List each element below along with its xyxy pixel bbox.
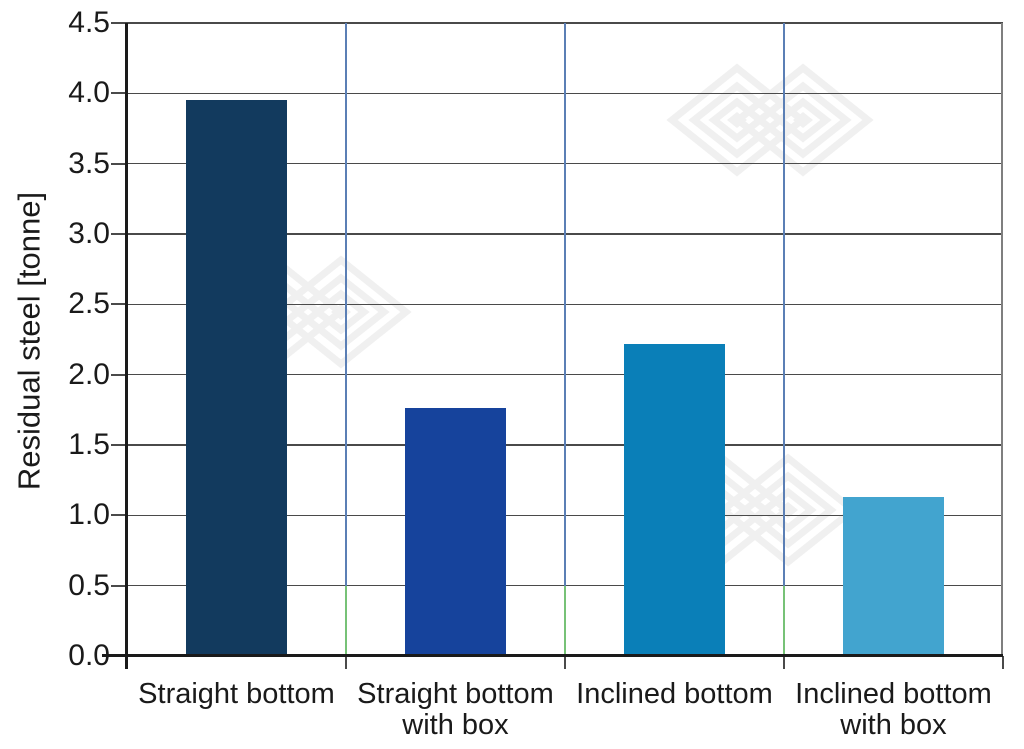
y-axis-tick bbox=[111, 233, 127, 235]
x-category-label-line: Straight bottom bbox=[138, 678, 335, 710]
x-category-label-line: with box bbox=[402, 709, 509, 741]
y-axis-tick bbox=[111, 303, 127, 306]
y-axis-tick bbox=[111, 584, 127, 587]
y-tick-label: 2.5 bbox=[68, 287, 110, 321]
x-axis-line bbox=[102, 653, 1003, 657]
x-category-label: Straight bottom with box bbox=[346, 679, 565, 741]
category-separator-upper bbox=[345, 23, 347, 586]
y-tick-label: 2.0 bbox=[68, 357, 110, 391]
y-tick-label: 3.5 bbox=[68, 146, 110, 180]
x-axis-tick bbox=[783, 656, 785, 669]
y-axis-tick bbox=[111, 92, 127, 95]
plot-right-border bbox=[1001, 23, 1003, 656]
y-axis-line bbox=[125, 23, 128, 669]
y-axis-tick bbox=[111, 162, 127, 165]
bar-inclined-bottom-with-box bbox=[843, 497, 944, 656]
y-axis-title: Residual steel [tonne] bbox=[11, 191, 47, 491]
x-category-label: Straight bottom bbox=[127, 679, 346, 710]
y-tick-label: 1.0 bbox=[68, 498, 110, 532]
y-tick-label: 4.5 bbox=[68, 6, 110, 39]
x-category-label-line: with box bbox=[840, 709, 947, 741]
category-separator-lower bbox=[783, 585, 785, 656]
x-category-label-line: Straight bottom bbox=[357, 678, 554, 710]
category-separator-lower bbox=[564, 585, 566, 656]
y-axis-tick bbox=[111, 22, 127, 24]
y-axis-tick bbox=[111, 514, 127, 517]
bar-straight-bottom-with-box bbox=[405, 408, 506, 656]
y-axis-tick bbox=[111, 444, 127, 446]
x-axis-tick bbox=[564, 656, 566, 669]
x-category-label: Inclined bottom with box bbox=[784, 679, 1003, 741]
y-tick-label: 0.5 bbox=[68, 568, 110, 602]
y-tick-label: 3.0 bbox=[68, 217, 110, 250]
bar-inclined-bottom bbox=[624, 343, 725, 656]
category-separator-upper bbox=[783, 23, 785, 586]
category-separator-upper bbox=[564, 23, 566, 586]
x-category-label-line: Inclined bottom bbox=[795, 678, 992, 710]
x-axis-tick bbox=[1002, 656, 1004, 669]
bar-straight-bottom bbox=[186, 100, 287, 656]
y-tick-label: 1.5 bbox=[68, 428, 110, 461]
x-category-label: Inclined bottom bbox=[565, 679, 784, 710]
y-axis-tick bbox=[111, 373, 127, 376]
y-tick-label: 4.0 bbox=[68, 76, 110, 110]
category-separator-lower bbox=[345, 585, 347, 656]
y-tick-label: 0.0 bbox=[68, 639, 110, 672]
x-axis-tick bbox=[345, 656, 347, 669]
x-category-label-line: Inclined bottom bbox=[576, 678, 773, 710]
